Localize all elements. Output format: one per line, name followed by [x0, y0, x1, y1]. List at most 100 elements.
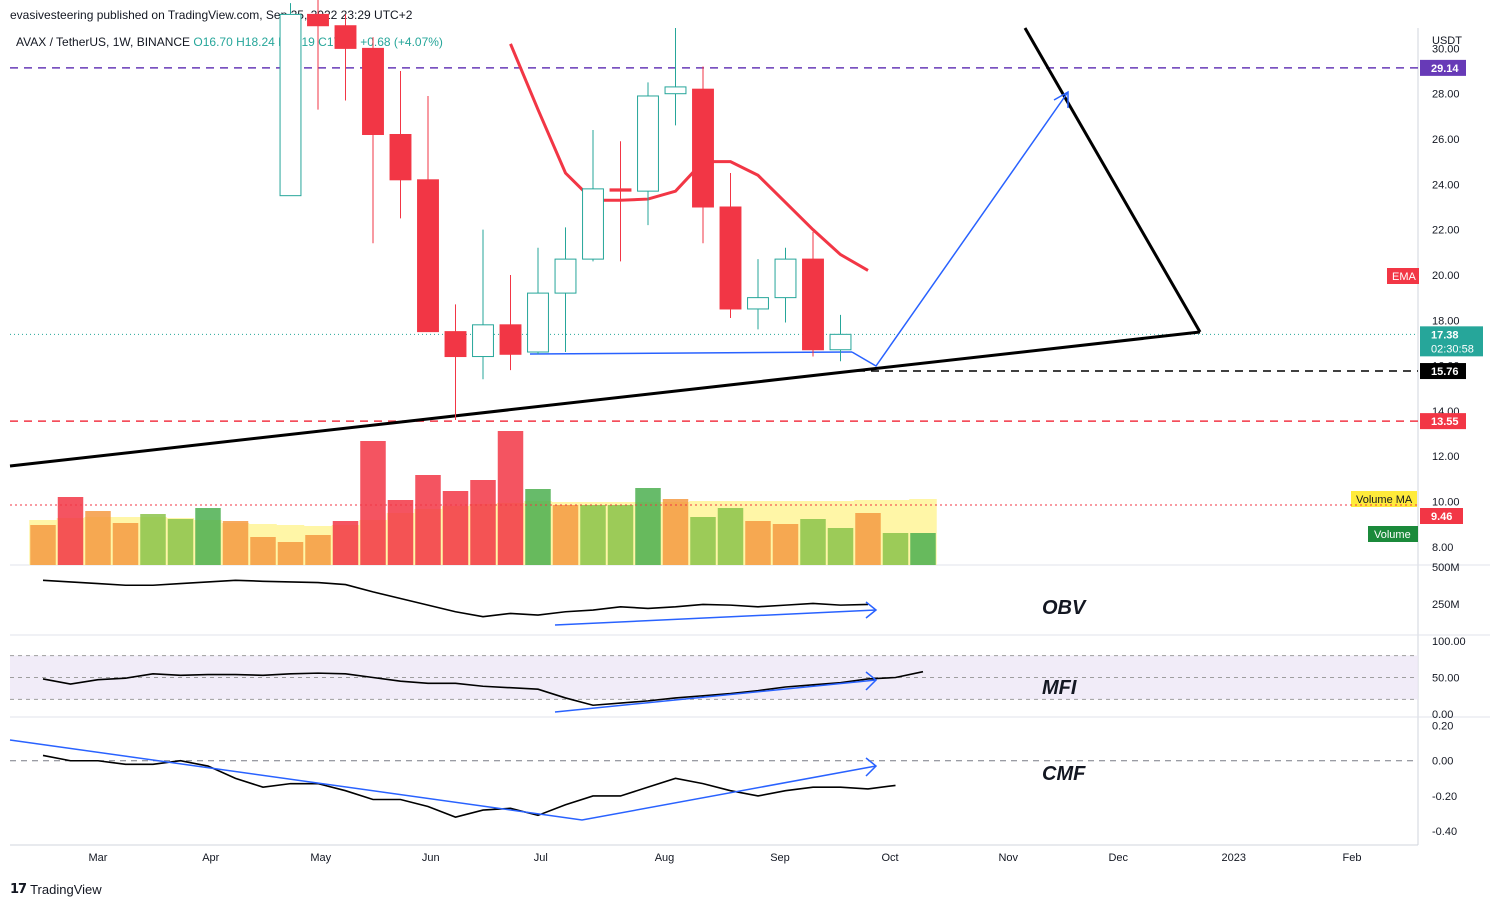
time-tick-label: Jul — [534, 852, 548, 864]
cmf-tick-label: -0.20 — [1432, 791, 1457, 803]
time-tick-label: May — [310, 852, 331, 864]
volume-bar — [580, 505, 606, 565]
candle-body — [444, 331, 467, 358]
volume-bar — [222, 521, 249, 565]
ema-label-box — [1387, 268, 1419, 284]
mfi-label: MFI — [1042, 677, 1077, 699]
cmf-line — [42, 754, 896, 818]
volume-bar — [140, 514, 166, 565]
cmf-label: CMF — [1042, 763, 1086, 785]
candle-body — [692, 88, 714, 208]
candle — [774, 247, 797, 323]
footer-brand: TradingView — [30, 881, 102, 897]
candle-body — [362, 47, 384, 135]
candle — [417, 95, 439, 333]
volume-bar — [497, 431, 524, 565]
price-tick-label: 8.00 — [1432, 542, 1453, 554]
obv-tick-label: 250M — [1432, 599, 1460, 611]
volume-bar — [442, 491, 469, 565]
candle — [444, 304, 467, 420]
price-tick-label: 22.00 — [1432, 225, 1460, 237]
time-tick-label: 2023 — [1222, 852, 1246, 864]
level-label-box — [1420, 363, 1466, 380]
price-tick-label: 30.00 — [1432, 43, 1460, 55]
candle — [554, 227, 577, 353]
level-label: 13.55 — [1431, 416, 1459, 428]
volume-bar — [882, 533, 909, 565]
volume-bar — [635, 488, 661, 565]
candle-body — [664, 86, 687, 95]
candle-body — [637, 95, 659, 192]
volume-bar — [745, 521, 771, 565]
projection-arrowhead — [1053, 90, 1069, 108]
volume-bar — [387, 500, 414, 565]
volume-bar — [552, 505, 579, 565]
volume-bar — [277, 542, 304, 565]
volume-bar — [167, 519, 194, 565]
candle — [472, 229, 494, 380]
price-tick-label: 10.00 — [1432, 497, 1460, 509]
price-tick-label: 20.00 — [1432, 270, 1460, 282]
footer: 𝟭𝟳 TradingView — [10, 881, 102, 897]
time-tick-label: Mar — [89, 852, 108, 864]
volume-bar — [195, 508, 221, 565]
volume-bar — [470, 480, 496, 565]
volume-bar — [525, 489, 551, 565]
symbol-name[interactable]: AVAX / TetherUS, 1W, BINANCE — [16, 35, 191, 49]
cmf-tick-label: 0.00 — [1432, 756, 1453, 768]
price-tick-label: 28.00 — [1432, 89, 1460, 101]
price-tick-label: 26.00 — [1432, 134, 1460, 146]
candle-body — [472, 324, 494, 358]
candle — [499, 274, 522, 371]
obv-label: OBV — [1042, 597, 1087, 619]
mfi-tick-label: 100.00 — [1432, 636, 1466, 648]
candle — [664, 28, 687, 126]
time-tick-label: Aug — [655, 852, 675, 864]
candle — [802, 231, 824, 357]
candle-body — [609, 188, 632, 192]
mfi-divergence-line — [554, 679, 877, 713]
volume-bar — [717, 508, 744, 565]
candle-body — [554, 258, 577, 294]
volume-ma-value: 9.46 — [1431, 511, 1452, 523]
candle-body — [719, 206, 742, 310]
candle-body — [582, 188, 604, 260]
volume-bar — [415, 475, 441, 565]
candle-body — [829, 333, 852, 351]
obv-divergence-line — [554, 609, 877, 626]
candle — [829, 314, 852, 362]
candle-body — [747, 297, 769, 310]
volume-bar — [690, 517, 716, 565]
neckline — [529, 351, 853, 355]
candle-body — [389, 133, 412, 181]
time-tick-label: Jun — [422, 852, 440, 864]
volume-bar — [827, 528, 854, 565]
mfi-tick-label: 0.00 — [1432, 709, 1453, 721]
obv-divergence-arrowhead — [865, 601, 878, 619]
volume-bar — [305, 535, 331, 565]
volume-bar — [855, 513, 881, 565]
candle — [609, 141, 632, 262]
cmf-divergence-arrowhead — [865, 757, 878, 777]
candle — [582, 129, 604, 262]
candle — [334, 14, 357, 101]
ascending-trendline — [9, 330, 1201, 468]
volume-ma-label-box — [1351, 491, 1417, 507]
currency-label: USDT — [1432, 35, 1462, 47]
candle — [362, 37, 384, 244]
candle — [692, 66, 714, 244]
volume-label-box — [1368, 526, 1418, 542]
ema-label: EMA — [1392, 271, 1417, 283]
obv-tick-label: 500M — [1432, 562, 1460, 574]
ema-line — [509, 43, 869, 272]
candle-body — [802, 258, 824, 351]
volume-label: Volume — [1374, 529, 1411, 541]
level-label-box — [1420, 326, 1483, 357]
candle-body — [417, 179, 439, 333]
cmf-tick-label: -0.40 — [1432, 826, 1457, 838]
price-tick-label: 24.00 — [1432, 179, 1460, 191]
time-tick-label: Sep — [770, 852, 790, 864]
candle — [307, 0, 329, 110]
level-label: 17.38 — [1431, 329, 1459, 341]
